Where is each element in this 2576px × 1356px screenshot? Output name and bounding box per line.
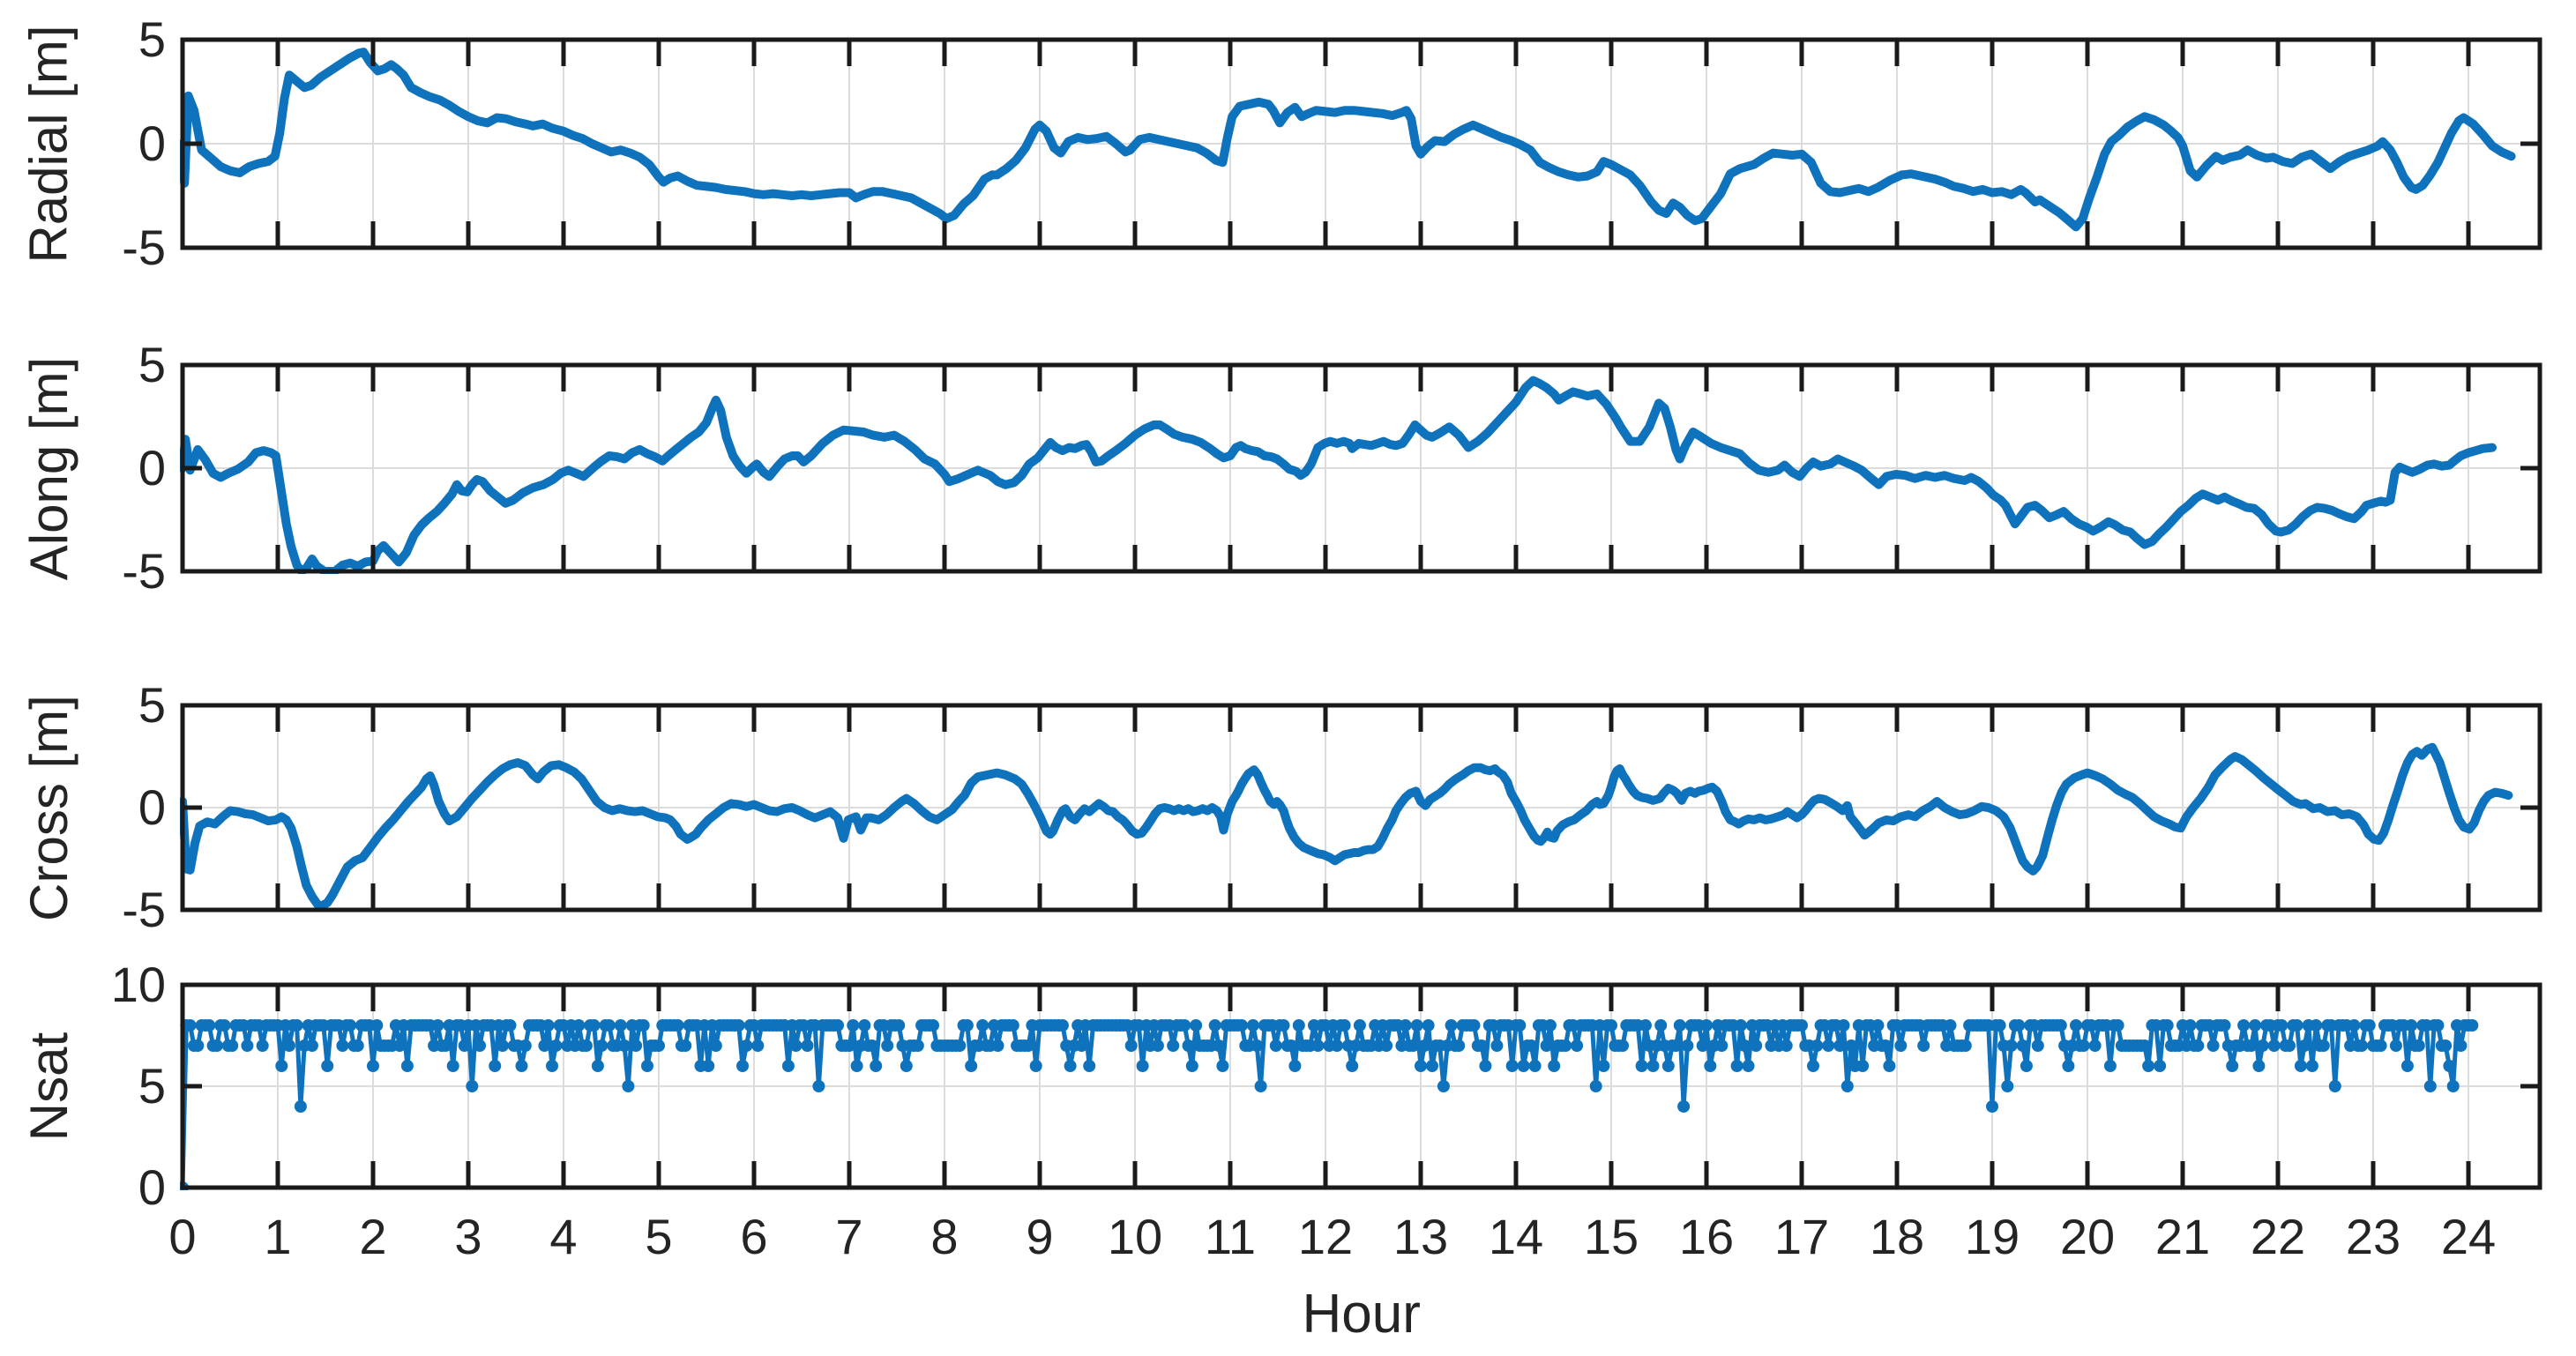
x-tick-label: 11 — [1204, 1209, 1257, 1264]
x-tick-label: 18 — [1869, 1209, 1925, 1264]
y-tick-label: 5 — [138, 677, 166, 733]
x-tick-label: 13 — [1393, 1209, 1449, 1264]
x-tick-label: 19 — [1964, 1209, 2020, 1264]
radial-plot — [180, 37, 2542, 250]
x-tick-label: 15 — [1583, 1209, 1639, 1264]
x-tick-label: 21 — [2154, 1209, 2211, 1264]
y-tick-label: 0 — [138, 779, 166, 835]
y-tick-label: 0 — [138, 1159, 166, 1215]
x-tick-label: 9 — [1026, 1209, 1054, 1264]
cross-plot — [180, 703, 2542, 913]
x-tick-label: 20 — [2059, 1209, 2116, 1264]
x-tick-label: 8 — [930, 1209, 959, 1264]
x-tick-label: 12 — [1297, 1209, 1354, 1264]
nsat-plot — [180, 982, 2542, 1190]
x-tick-label: 24 — [2440, 1209, 2497, 1264]
y-tick-label: 5 — [138, 337, 166, 392]
x-tick-label: 1 — [264, 1209, 292, 1264]
x-tick-label: 5 — [645, 1209, 673, 1264]
y-tick-label: -5 — [122, 220, 166, 275]
y-tick-label: 5 — [138, 11, 166, 67]
x-tick-label: 2 — [359, 1209, 387, 1264]
y-tick-label: 0 — [138, 440, 166, 495]
x-tick-label: 23 — [2345, 1209, 2401, 1264]
y-tick-label: 0 — [138, 115, 166, 171]
y-tick-label: 10 — [110, 957, 166, 1012]
y-tick-label: -5 — [122, 882, 166, 937]
along-plot — [180, 362, 2542, 574]
x-tick-label: 16 — [1678, 1209, 1735, 1264]
x-tick-label: 22 — [2250, 1209, 2306, 1264]
x-tick-label: 17 — [1773, 1209, 1830, 1264]
x-tick-label: 0 — [168, 1209, 197, 1264]
x-tick-label: 14 — [1488, 1209, 1544, 1264]
y-tick-label: -5 — [122, 543, 166, 599]
y-tick-label: 5 — [138, 1058, 166, 1114]
x-tick-label: 6 — [740, 1209, 768, 1264]
x-tick-label: 10 — [1107, 1209, 1163, 1264]
x-tick-label: 4 — [549, 1209, 578, 1264]
x-tick-label: 7 — [835, 1209, 863, 1264]
x-tick-label: 3 — [454, 1209, 482, 1264]
x-axis-label: Hour — [1302, 1284, 1421, 1345]
